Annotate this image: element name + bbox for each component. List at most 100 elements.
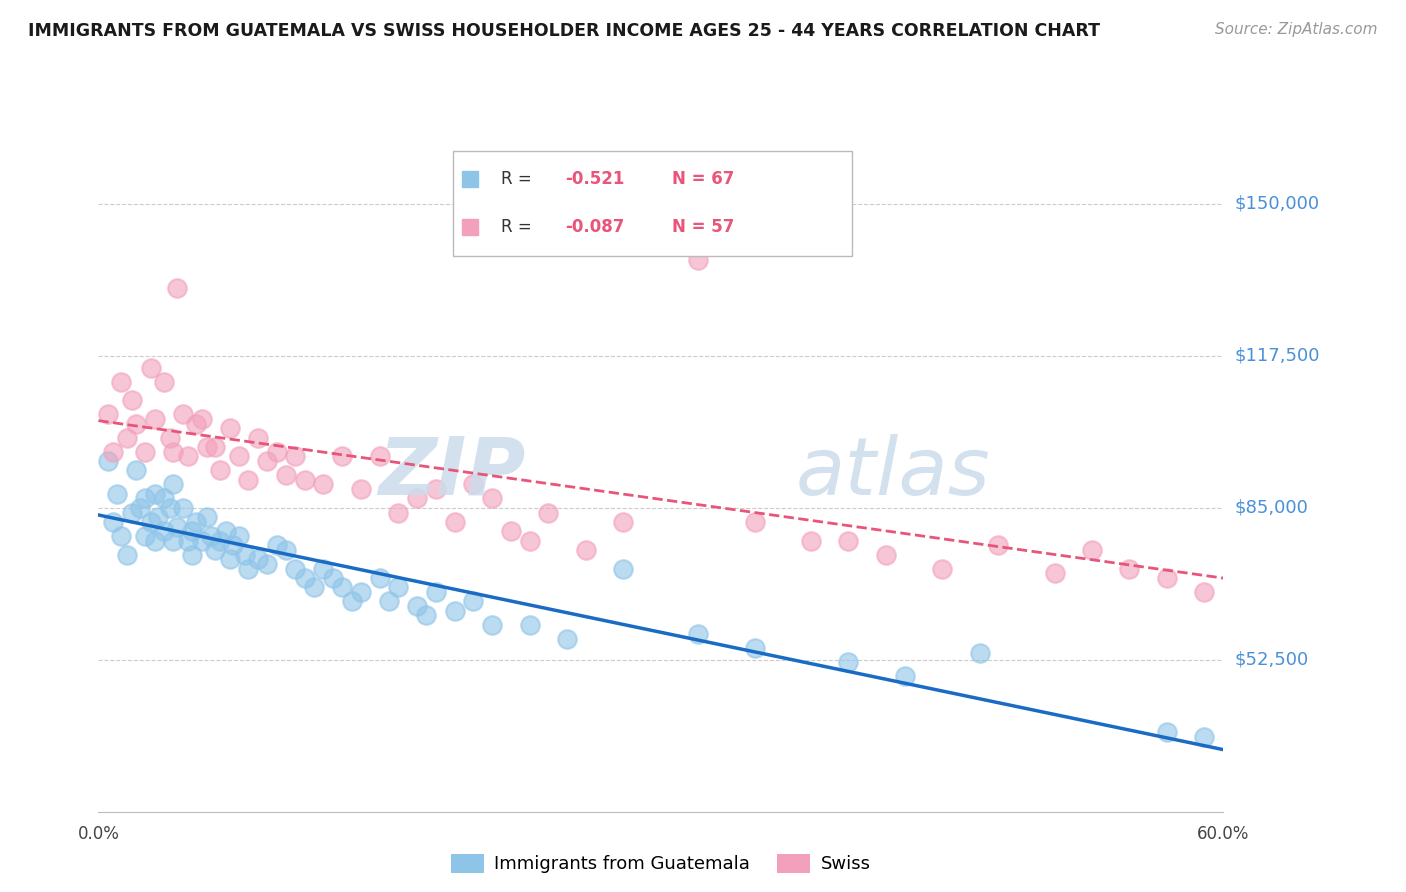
Point	[350, 585, 373, 599]
Point	[330, 580, 353, 594]
Point	[612, 515, 634, 529]
Point	[184, 515, 207, 529]
Point	[387, 506, 409, 520]
Point	[1156, 725, 1178, 739]
Point	[115, 431, 138, 445]
Point	[744, 641, 766, 656]
Point	[103, 515, 125, 529]
Point	[103, 444, 125, 458]
Point	[166, 281, 188, 295]
Point	[1081, 542, 1104, 557]
Point	[162, 444, 184, 458]
Point	[125, 417, 148, 431]
Point	[181, 524, 204, 539]
Point	[837, 533, 859, 548]
Point	[387, 580, 409, 594]
Point	[415, 608, 437, 623]
Point	[215, 524, 238, 539]
Point	[519, 617, 541, 632]
Point	[195, 510, 218, 524]
Point	[969, 646, 991, 660]
Point	[987, 538, 1010, 552]
Point	[425, 482, 447, 496]
Point	[274, 542, 297, 557]
Point	[233, 548, 256, 562]
Point	[312, 561, 335, 575]
Point	[875, 548, 897, 562]
Point	[139, 515, 162, 529]
Point	[481, 617, 503, 632]
Point	[134, 491, 156, 506]
Point	[1043, 566, 1066, 581]
Point	[688, 253, 710, 268]
Point	[1156, 571, 1178, 585]
Point	[274, 468, 297, 483]
Point	[1194, 730, 1216, 744]
Point	[246, 552, 269, 566]
Point	[406, 599, 429, 613]
Point	[555, 632, 578, 646]
Point	[893, 669, 915, 683]
Text: IMMIGRANTS FROM GUATEMALA VS SWISS HOUSEHOLDER INCOME AGES 25 - 44 YEARS CORRELA: IMMIGRANTS FROM GUATEMALA VS SWISS HOUSE…	[28, 22, 1099, 40]
Point	[238, 473, 260, 487]
Point	[266, 444, 288, 458]
Point	[105, 487, 128, 501]
Point	[1118, 561, 1140, 575]
Text: R =: R =	[501, 170, 537, 188]
Text: Source: ZipAtlas.com: Source: ZipAtlas.com	[1215, 22, 1378, 37]
Point	[481, 491, 503, 506]
Point	[228, 529, 250, 543]
Point	[134, 529, 156, 543]
Point	[162, 533, 184, 548]
Point	[284, 561, 307, 575]
Point	[463, 594, 485, 608]
Text: -0.087: -0.087	[565, 218, 624, 235]
Point	[153, 491, 176, 506]
Point	[162, 477, 184, 491]
Point	[125, 463, 148, 477]
Point	[128, 500, 150, 515]
Point	[134, 444, 156, 458]
Point	[238, 561, 260, 575]
Point	[97, 407, 120, 421]
Point	[931, 561, 953, 575]
Point	[312, 477, 335, 491]
Point	[139, 360, 162, 375]
Legend: Immigrants from Guatemala, Swiss: Immigrants from Guatemala, Swiss	[444, 847, 877, 880]
Point	[284, 450, 307, 464]
Point	[837, 655, 859, 669]
Point	[97, 454, 120, 468]
Point	[159, 500, 181, 515]
Point	[172, 500, 194, 515]
Point	[190, 533, 212, 548]
Point	[1194, 585, 1216, 599]
Point	[143, 533, 166, 548]
Point	[519, 533, 541, 548]
Point	[443, 515, 465, 529]
Point	[322, 571, 344, 585]
Text: atlas: atlas	[796, 434, 991, 512]
Point	[256, 454, 278, 468]
Point	[172, 407, 194, 421]
Text: $85,000: $85,000	[1234, 499, 1309, 516]
Point	[294, 571, 316, 585]
Point	[181, 548, 204, 562]
Text: N = 57: N = 57	[672, 218, 734, 235]
Point	[368, 450, 391, 464]
Point	[177, 450, 200, 464]
Point	[195, 440, 218, 454]
Point	[200, 529, 222, 543]
Point	[159, 431, 181, 445]
Point	[115, 548, 138, 562]
Text: N = 67: N = 67	[672, 170, 734, 188]
Point	[378, 594, 401, 608]
Point	[340, 594, 363, 608]
Point	[575, 542, 598, 557]
Point	[110, 375, 132, 389]
Point	[612, 561, 634, 575]
Point	[537, 506, 560, 520]
Point	[350, 482, 373, 496]
Point	[443, 604, 465, 618]
Point	[368, 571, 391, 585]
Point	[166, 519, 188, 533]
